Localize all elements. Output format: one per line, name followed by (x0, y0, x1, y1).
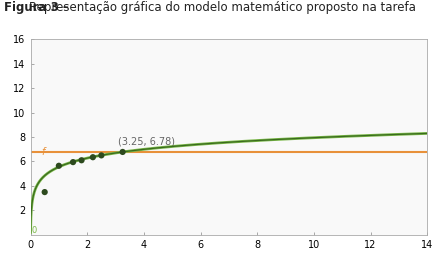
Point (89, 155, 96, 159)
Text: 0: 0 (32, 226, 37, 235)
Text: Representação gráfica do modelo matemático proposto na tarefa: Representação gráfica do modelo matemáti… (29, 1, 416, 14)
Text: (3.25, 6.78): (3.25, 6.78) (119, 137, 175, 146)
Point (98, 153, 105, 157)
Text: f: f (41, 147, 44, 157)
Point (55, 164, 62, 168)
Text: Figura 3 –: Figura 3 – (4, 1, 73, 14)
Point (119, 150, 126, 154)
Point (41, 190, 48, 194)
Point (70, 160, 77, 164)
Point (78, 158, 85, 162)
